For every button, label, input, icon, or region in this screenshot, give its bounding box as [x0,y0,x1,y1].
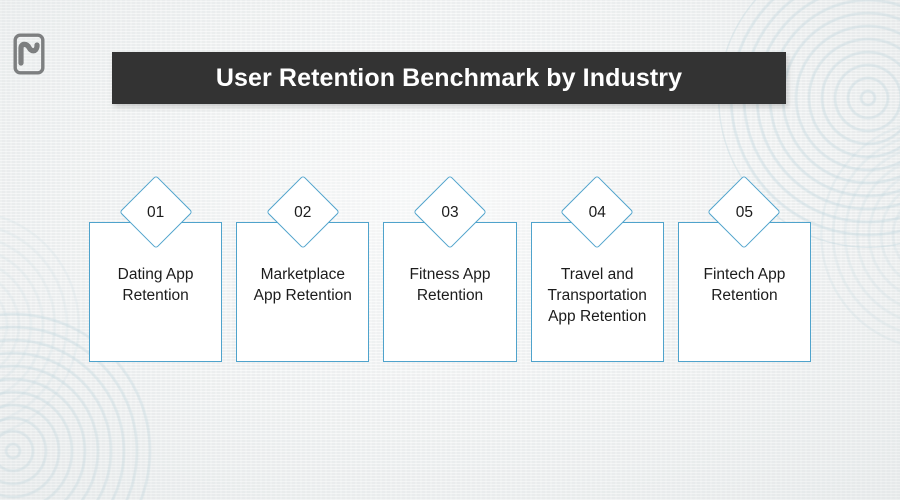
card-number: 05 [735,204,754,221]
card-label: Fintech App Retention [703,266,786,304]
card-label: Fitness App Retention [409,266,491,304]
card-item[interactable]: 03 Fitness App Retention [383,175,517,362]
card-number: 01 [146,204,165,221]
brand-logo-icon [12,32,46,76]
card-row: 01 Dating App Retention 02 Marketplace A… [89,175,812,362]
card-number: 03 [441,204,459,221]
card-number: 02 [294,204,312,221]
card-number: 04 [588,204,606,221]
concentric-rings-right-icon [820,120,900,350]
card-label: Travel and Transportation App Retention [547,266,647,325]
concentric-rings-left-icon [0,210,80,440]
card-label: Dating App Retention [117,266,194,304]
card-item[interactable]: 02 Marketplace App Retention [236,175,370,362]
card-item[interactable]: 01 Dating App Retention [89,175,223,362]
title-banner: User Retention Benchmark by Industry [112,52,786,104]
card-item[interactable]: 05 Fintech App Retention [677,175,812,362]
card-item[interactable]: 04 Travel and Transportation App Retenti… [530,175,664,362]
page-title: User Retention Benchmark by Industry [215,63,683,92]
card-label: Marketplace App Retention [253,266,352,304]
